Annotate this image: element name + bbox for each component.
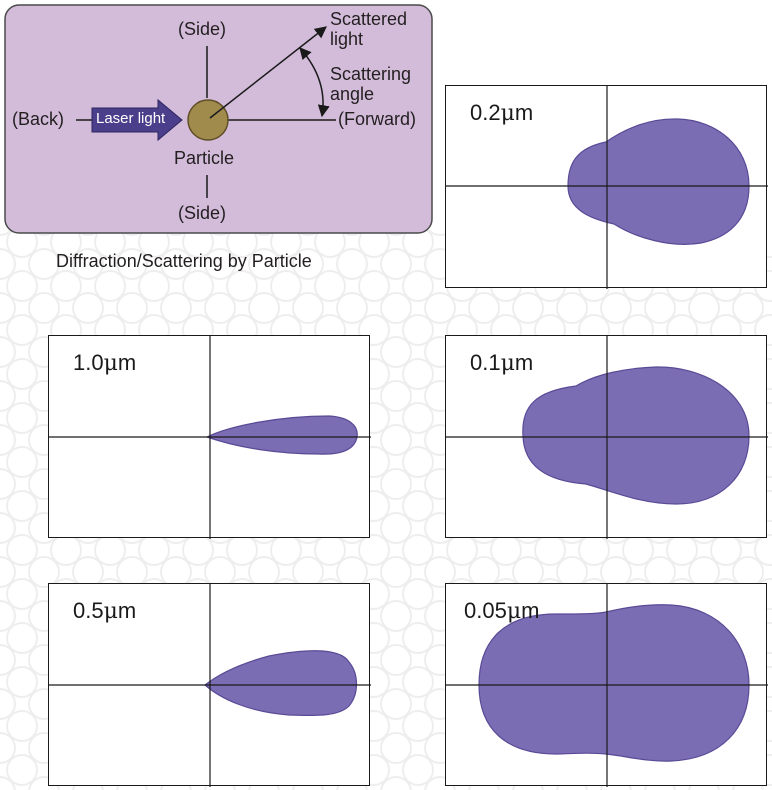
- micro-symbol: μ: [500, 101, 515, 126]
- plot-1-0um-label-unit: m: [117, 350, 137, 375]
- micro-symbol: μ: [506, 599, 522, 624]
- plot-0-05um-label-unit: m: [521, 598, 540, 623]
- plot-0-1um: 0.1μm: [445, 335, 768, 539]
- side-top-label: (Side): [178, 19, 227, 39]
- laser-light-label: Laser light: [96, 110, 166, 127]
- scattering-angle-label-line1: Scattering: [330, 64, 412, 84]
- scattering-lobe-0-2um: [567, 118, 750, 245]
- scattering-lobe-0-5um: [204, 650, 358, 717]
- schematic-graphic: [4, 4, 433, 234]
- forward-label: (Forward): [338, 109, 417, 129]
- plot-1-0um-label: 1.0μm: [73, 350, 136, 376]
- schematic-caption: Diffraction/Scattering by Particle: [56, 251, 312, 271]
- plot-0-5um: 0.5μm: [48, 583, 371, 787]
- plot-0-2um-label-unit: m: [514, 100, 534, 125]
- plot-0-05um: 0.05μm: [445, 583, 768, 787]
- side-bottom-label: (Side): [178, 203, 227, 223]
- plot-0-2um: 0.2μm: [445, 85, 768, 289]
- plot-0-5um-graphic: [49, 584, 371, 787]
- plot-0-1um-label-num: 0.1: [470, 350, 501, 375]
- plot-1-0um-graphic: [49, 336, 371, 539]
- scattering-schematic: (Side) (Side) (Back) (Forward) Laser lig…: [0, 0, 440, 285]
- plot-0-1um-label-unit: m: [514, 350, 534, 375]
- plot-0-05um-label: 0.05μm: [464, 598, 539, 624]
- scattering-lobe-0-1um: [522, 366, 750, 505]
- plot-0-5um-label: 0.5μm: [73, 598, 136, 624]
- particle-icon: [187, 99, 229, 141]
- plot-0-2um-label-num: 0.2: [470, 100, 501, 125]
- plot-1-0um: 1.0μm: [48, 335, 371, 539]
- scattering-lobe-0-05um: [478, 604, 750, 762]
- particle-label: Particle: [174, 148, 235, 168]
- plot-0-5um-label-num: 0.5: [73, 598, 104, 623]
- plot-0-1um-label: 0.1μm: [470, 350, 533, 376]
- micro-symbol: μ: [103, 351, 118, 376]
- micro-symbol: μ: [103, 599, 118, 624]
- back-label: (Back): [12, 109, 65, 129]
- plot-0-1um-graphic: [446, 336, 768, 539]
- plot-0-2um-label: 0.2μm: [470, 100, 533, 126]
- scattered-light-label-line2: light: [330, 29, 364, 49]
- scattering-angle-arc: [299, 47, 330, 118]
- scattered-light-arrow: [209, 26, 327, 119]
- plot-0-5um-label-unit: m: [117, 598, 137, 623]
- plot-1-0um-label-num: 1.0: [73, 350, 104, 375]
- scattering-lobe-1-0um: [205, 415, 358, 455]
- plot-0-05um-graphic: [446, 584, 768, 787]
- micro-symbol: μ: [500, 351, 515, 376]
- scattered-light-label-line1: Scattered: [330, 9, 408, 29]
- plot-0-2um-graphic: [446, 86, 768, 289]
- scattering-angle-label-line2: angle: [330, 84, 375, 104]
- plot-0-05um-label-num: 0.05: [464, 598, 507, 623]
- laser-arrow: [91, 98, 183, 142]
